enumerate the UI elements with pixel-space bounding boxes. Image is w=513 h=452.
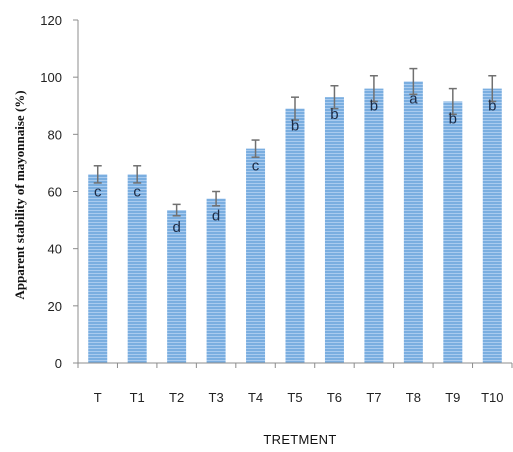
significance-letter: b [488,98,496,115]
bar [285,108,305,363]
y-axis: 0 20 40 60 80 100 120 [40,13,79,371]
bar [443,101,463,364]
significance-letter: b [449,110,457,127]
bar [127,174,147,363]
y-tick-label: 40 [48,242,62,257]
x-tick-label: T7 [366,390,381,405]
significance-letter: c [94,183,102,200]
x-tick-label: T10 [481,390,503,405]
bar [246,148,266,363]
bars: c c d d c b b b a b b [88,67,502,364]
y-tick-label: 20 [48,299,62,314]
significance-letter: c [133,183,141,200]
significance-letter: c [252,158,260,175]
x-tick-label: T3 [209,390,224,405]
x-tick-label: T4 [248,390,263,405]
x-tick-label: T6 [327,390,342,405]
significance-letter: b [330,106,338,123]
bar [482,88,502,363]
x-axis-title: TRETMENT [263,432,336,447]
x-tick-label: T8 [406,390,421,405]
bar [324,97,344,364]
significance-letter: d [172,219,180,236]
bar [206,198,226,363]
x-tick-label: T1 [130,390,145,405]
x-tick-label: T5 [287,390,302,405]
bar [364,88,384,363]
y-tick-label: 120 [40,13,62,28]
y-tick-label: 60 [48,185,62,200]
bar [403,81,423,364]
y-tick-label: 0 [55,356,62,371]
bar [167,210,187,363]
significance-letter: d [212,208,220,225]
bar [88,174,108,363]
significance-letter: b [370,98,378,115]
significance-letter: a [409,90,418,107]
significance-letter: b [291,118,299,135]
x-tick-label: T9 [445,390,460,405]
x-axis: T T1 T2 T3 T4 T5 T6 T7 T8 T9 T10 [77,362,513,405]
y-tick-label: 100 [40,70,62,85]
x-tick-label: T2 [169,390,184,405]
y-axis-title: Apparent stability of mayonnaise (%) [12,90,27,299]
y-tick-label: 80 [48,127,62,142]
x-tick-label: T [94,390,102,405]
